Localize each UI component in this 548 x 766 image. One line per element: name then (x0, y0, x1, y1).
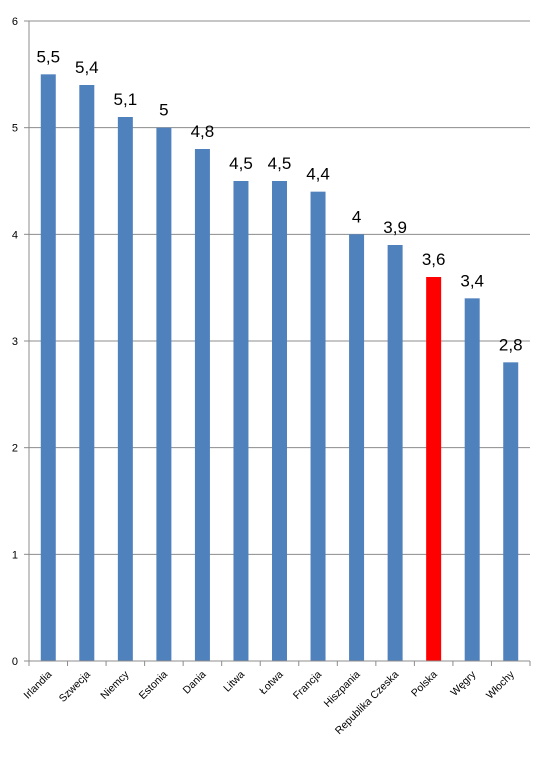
data-label: 4,4 (306, 165, 330, 184)
bar-francja (310, 191, 326, 661)
y-tick-labels: 0 1 2 3 4 5 6 (12, 16, 18, 668)
data-label: 3,9 (383, 218, 407, 237)
bar-hiszpania (349, 234, 365, 662)
x-tick-label: Węgry (448, 668, 478, 698)
y-tick-label: 6 (12, 16, 18, 28)
y-tick-label: 2 (12, 443, 18, 455)
bar-niemcy (117, 117, 133, 661)
x-tick-label: Francja (291, 669, 324, 702)
axes (24, 20, 531, 666)
bar-litwa (233, 181, 249, 661)
x-tick-label: Niemcy (98, 668, 132, 702)
bar-węgry (464, 298, 480, 661)
bar-estonia (156, 127, 172, 661)
bar-łotwa (272, 181, 287, 661)
data-label: 3,6 (422, 250, 446, 269)
y-tick-label: 1 (12, 549, 18, 561)
y-tick-label: 5 (12, 123, 18, 135)
data-label: 4,5 (268, 154, 292, 173)
bar-irlandia (40, 74, 56, 662)
data-label: 4,5 (229, 154, 253, 173)
x-tick-label: Polska (409, 669, 440, 700)
x-tick-label: Szwecja (57, 669, 93, 705)
x-tick-label: Estonia (137, 669, 170, 702)
bar-włochy (503, 362, 519, 661)
y-tick-label: 4 (12, 229, 18, 241)
x-tick-label: Litwa (221, 669, 247, 695)
data-label: 5,5 (36, 47, 60, 66)
data-labels: 5,5 5,4 5,1 5 4,8 4,5 4,5 4,4 4 3,9 3,6 3,4 2,8 (36, 47, 522, 354)
x-tick-label: Dania (181, 669, 209, 697)
data-label: 5 (159, 101, 168, 120)
bars (40, 74, 519, 662)
data-label: 3,4 (460, 271, 484, 290)
x-tick-labels: Irlandia Szwecja Niemcy Estonia Dania Litwa Ło… (22, 668, 518, 737)
y-tick-label: 3 (12, 336, 18, 348)
data-label: 4 (352, 207, 361, 226)
data-label: 5,4 (75, 58, 99, 77)
data-label: 5,1 (114, 90, 138, 109)
y-tick-label: 0 (12, 656, 18, 668)
bar-szwecja (79, 85, 95, 661)
x-tick-label: Irlandia (22, 669, 55, 702)
x-tick-label: Łotwa (257, 669, 285, 697)
bar-dania (194, 149, 210, 661)
x-tick-label: Włochy (484, 668, 517, 701)
bar-polska (426, 277, 442, 661)
data-label: 4,8 (191, 122, 215, 141)
data-label: 2,8 (499, 335, 523, 354)
bar-republika-czeska (387, 245, 403, 661)
